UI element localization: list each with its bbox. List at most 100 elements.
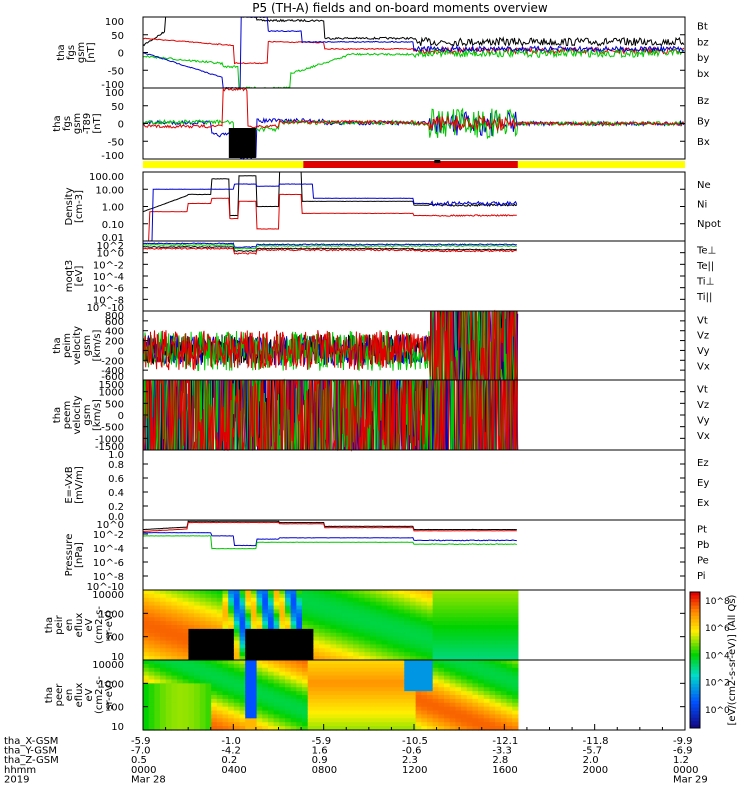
- spectro-cell: [313, 632, 320, 638]
- spectro-cell: [307, 632, 315, 638]
- series-vz-peim: [142, 309, 518, 382]
- spectro-cell: [296, 648, 303, 653]
- spectro-cell: [199, 636, 207, 642]
- ylabel-peem_velocity: [km/s]: [92, 399, 103, 431]
- spectro-cell: [245, 628, 252, 634]
- spectro-cell: [182, 617, 190, 622]
- colorbar-cell: [690, 595, 700, 600]
- spectro-cell: [444, 660, 451, 665]
- spectro-cell: [160, 601, 167, 607]
- spectro-cell: [483, 726, 491, 731]
- spectro-cell: [353, 632, 360, 638]
- spectro-cell: [421, 714, 428, 719]
- spectro-cell: [392, 644, 400, 649]
- spectro-cell: [444, 687, 451, 692]
- spectro-cell: [211, 632, 218, 638]
- ytick-peim_velocity: 800: [105, 311, 124, 322]
- spectro-cell: [483, 675, 491, 681]
- spectro-cell: [296, 667, 303, 673]
- spectro-cell: [313, 609, 320, 614]
- spectro-cell: [199, 656, 207, 661]
- spectro-cell: [216, 710, 224, 716]
- spectro-cell: [307, 652, 315, 657]
- spectro-cell: [375, 609, 383, 614]
- spectro-cell: [506, 691, 513, 696]
- spectro-cell: [148, 691, 155, 696]
- spectro-cell: [239, 656, 246, 661]
- spectro-cell: [455, 640, 462, 646]
- spectro-cell: [171, 695, 178, 700]
- legend-ti-temperature: Ti⊥: [696, 277, 714, 288]
- spectro-cell: [347, 726, 354, 731]
- spectro-cell: [319, 726, 326, 731]
- spectro-cell: [392, 718, 400, 723]
- spectro-cell: [262, 718, 269, 723]
- spectro-cell: [250, 590, 258, 595]
- spectro-cell: [472, 714, 479, 719]
- spectro-cell: [228, 671, 235, 677]
- spectro-cell: [449, 640, 457, 646]
- spectro-cell: [143, 613, 150, 618]
- spectro-cell: [148, 726, 155, 731]
- spectro-cell: [171, 663, 178, 669]
- spectro-cell: [262, 702, 269, 708]
- spectro-cell: [307, 683, 315, 688]
- spectro-cell: [421, 621, 428, 626]
- spectro-cell: [381, 671, 388, 677]
- spectro-cell: [205, 640, 212, 646]
- spectro-cell: [250, 706, 258, 712]
- spectro-cell: [444, 722, 451, 727]
- spectro-cell: [427, 718, 434, 723]
- spectro-cell: [489, 660, 496, 665]
- spectro-cell: [404, 609, 411, 614]
- spectro-cell: [160, 698, 167, 704]
- spectro-cell: [171, 605, 178, 611]
- spectro-cell: [427, 710, 434, 716]
- spectro-cell: [233, 702, 241, 708]
- spectro-cell: [188, 628, 195, 634]
- colorbar-cell: [690, 697, 700, 702]
- spectro-cell: [330, 590, 337, 595]
- spectro-cell: [500, 597, 508, 603]
- spectro-cell: [267, 613, 275, 618]
- spectro-cell: [160, 593, 167, 599]
- spectro-cell: [143, 675, 150, 681]
- spectro-cell: [154, 714, 161, 719]
- spectro-cell: [171, 652, 178, 657]
- spectro-cell: [307, 628, 315, 634]
- spectro-cell: [250, 625, 258, 630]
- spectro-cell: [290, 698, 297, 704]
- spectro-cell: [239, 726, 246, 731]
- spectro-cell: [267, 663, 275, 669]
- spectro-cell: [478, 632, 485, 638]
- spectro-cell: [466, 656, 474, 661]
- spectro-cell: [500, 609, 508, 614]
- spectro-cell: [171, 726, 178, 731]
- colorbar-cell: [690, 643, 700, 647]
- spectro-cell: [483, 679, 491, 684]
- spectro-cell: [182, 609, 190, 614]
- spectro-cell: [387, 593, 394, 599]
- spectro-cell: [188, 605, 195, 611]
- spectrogram-peir: [143, 590, 519, 661]
- spectro-cell: [512, 648, 519, 653]
- spectro-cell: [250, 652, 258, 657]
- spectro-cell: [409, 722, 417, 727]
- spectro-cell: [324, 644, 332, 649]
- colorbar-cell: [690, 656, 700, 661]
- spectro-cell: [239, 617, 246, 622]
- spectro-cell: [381, 644, 388, 649]
- spectro-cell: [444, 695, 451, 700]
- spectro-cell: [302, 691, 309, 696]
- colorbar-cell: [690, 619, 700, 624]
- spectro-cell: [353, 726, 360, 731]
- spectro-cell: [506, 590, 513, 595]
- spectro-cell: [495, 687, 502, 692]
- spectro-cell: [415, 609, 422, 614]
- spectro-cell: [495, 667, 502, 673]
- spectro-cell: [256, 613, 263, 618]
- spectro-cell: [154, 656, 161, 661]
- colorbar-cell: [690, 683, 700, 688]
- spectro-cell: [398, 648, 405, 653]
- spectro-cell: [427, 648, 434, 653]
